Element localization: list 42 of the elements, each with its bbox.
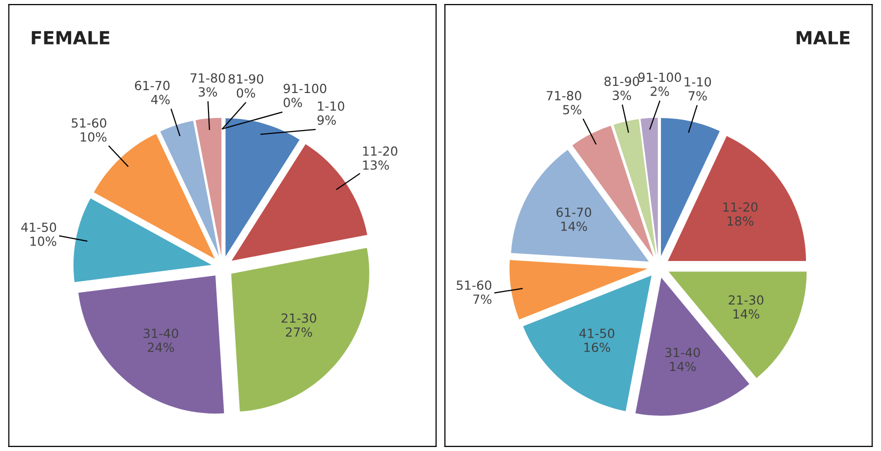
data-label: 3% [612,90,632,100]
data-label: 4% [151,94,170,104]
data-label: 13% [363,160,389,170]
slice-label: 31-40 [665,348,700,358]
slice-label: 1-10 [318,101,344,111]
slice-label: 11-20 [723,202,758,212]
data-label: 24% [148,342,174,352]
text: 0% [284,98,302,108]
slice-label: 1-10 [684,77,711,87]
slice-label: 31-40 [144,328,178,338]
data-label: 3% [198,87,217,97]
slice-label: 71-80 [190,73,226,83]
slice-label: 51-60 [456,280,492,290]
data-label: 5% [563,104,582,114]
slice-label: 21-30 [728,295,764,305]
slice-label: 61-70 [556,208,592,217]
slice-label: 41-50 [21,222,56,232]
data-label: 7% [473,294,492,304]
slice-label: 61-70 [134,80,170,90]
data-label: 16% [584,342,610,352]
chart-title: FEMALE [32,31,110,44]
data-label: 2% [650,86,669,96]
data-label: 10% [30,236,56,246]
slice-label: 81-90 [604,76,640,86]
slice-label: 11-20 [363,146,398,156]
data-label: 14% [561,222,588,231]
data-label: 18% [728,216,754,226]
data-label: 7% [688,91,707,101]
slice-label: 71-80 [546,90,582,100]
data-label: 9% [317,115,336,125]
data-label: 14% [670,362,696,372]
slice-label: 21-30 [282,313,316,323]
data-label: 14% [734,309,760,319]
category-label: 81-90 [228,74,264,84]
text: 0% [236,88,256,98]
category-label: 91-100 [284,84,326,94]
data-label: 27% [286,327,312,337]
slice-label: 51-60 [72,118,106,128]
data-label: 10% [80,132,106,142]
slice-label: 41-50 [579,328,614,338]
chart-title: MALE [796,31,850,44]
slice-label: 91-100 [638,72,682,82]
